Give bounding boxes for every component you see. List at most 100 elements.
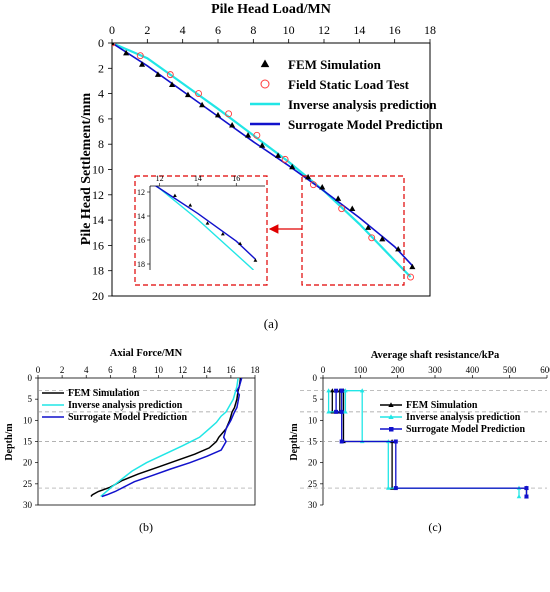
panel-c-xtick-label: 200 [391, 365, 405, 375]
legend-label-1: Field Static Load Test [288, 77, 410, 92]
inset-ytick-label: 16 [137, 236, 145, 245]
panel-b-xtick-label: 16 [226, 365, 236, 375]
panel-a-zoom-region [302, 176, 404, 285]
panel-b-ytick-label: 5 [28, 394, 33, 404]
panel-a-xtick-label: 10 [283, 23, 295, 37]
panel-b-legend-label-0: FEM Simulation [68, 388, 140, 399]
panel-a-xtick-label: 6 [215, 23, 221, 37]
panel-a-title: Pile Head Load/MN [211, 2, 331, 17]
inset-xtick-label: 12 [156, 174, 164, 183]
legend-label-3: Surrogate Model Prediction [288, 117, 444, 132]
panel-a: Pile Head Load/MN 0 2 4 6 8 10 12 14 16 18 0 2 4 6 8 1… [0, 2, 444, 331]
panel-b-xtick-label: 6 [108, 365, 113, 375]
panel-b-caption: (b) [139, 520, 153, 534]
panel-a-inset-frame-box [135, 176, 267, 285]
panel-c-legend-label-0: FEM Simulation [406, 400, 478, 411]
panel-c-xtick-label: 600 [540, 365, 550, 375]
panel-c-ytick-label: 20 [308, 458, 318, 468]
panel-c-inverse-point [517, 494, 522, 498]
inset-ytick-label: 18 [137, 260, 145, 269]
panel-b-xticks: 0 2 4 6 8 10 12 14 16 18 [36, 365, 260, 378]
panel-a-fem-point [349, 206, 355, 211]
panel-c-legend-marker-2 [389, 427, 394, 432]
panel-a-ytick-label: 6 [98, 112, 104, 126]
panel-c-surrogate-point [334, 410, 338, 414]
panel-c-surrogate-point [340, 410, 344, 414]
panel-b-xtick-label: 18 [251, 365, 261, 375]
panel-c-surrogate-point [524, 495, 528, 499]
inset-surrogate-line [0, 48, 255, 259]
panel-b-xtick-label: 4 [84, 365, 89, 375]
panel-c-ytick-label: 30 [308, 500, 318, 510]
panel-b: Axial Force/MN 0 2 4 6 8 10 12 14 16 18 0 5 10 15 20 2… [4, 348, 260, 534]
panel-c-xtick-label: 500 [503, 365, 517, 375]
legend-field-symbol [261, 80, 269, 88]
panel-b-ytick-label: 15 [23, 437, 33, 447]
panel-a-xticks: 0 2 4 6 8 10 12 14 16 18 [109, 23, 436, 43]
panel-b-xtick-label: 8 [132, 365, 137, 375]
panel-b-legend: FEM SimulationInverse analysis predictio… [42, 388, 187, 423]
panel-b-xtick-label: 14 [202, 365, 212, 375]
panel-c-xticks: 0 100 200 300 400 500 600 [321, 365, 550, 378]
panel-b-xtick-label: 12 [178, 365, 187, 375]
panel-b-xtick-label: 2 [60, 365, 65, 375]
panel-c-surrogate-point [340, 389, 344, 393]
panel-a-xtick-label: 14 [353, 23, 365, 37]
panel-c-surrogate-point [340, 440, 344, 444]
panel-b-ytick-label: 25 [23, 479, 33, 489]
legend-fem-symbol [261, 60, 270, 68]
legend-label-2: Inverse analysis prediction [288, 97, 437, 112]
panel-a-ytick-label: 8 [98, 137, 104, 151]
panel-a-xtick-label: 4 [180, 23, 186, 37]
panel-a-ytick-label: 0 [98, 36, 104, 50]
panel-c-surrogate-point [334, 389, 338, 393]
panel-a-legend: FEM Simulation Field Static Load Test Inve… [250, 57, 444, 132]
panel-b-ytick-label: 20 [23, 458, 33, 468]
panel-b-legend-label-1: Inverse analysis prediction [68, 400, 183, 411]
panel-b-ytick-label: 30 [23, 500, 33, 510]
panel-a-ytick-label: 20 [92, 289, 104, 303]
panel-b-xtick-label: 0 [36, 365, 41, 375]
panel-c: Average shaft resistance/kPa 0 100 200 300 4… [289, 350, 550, 534]
panel-c-fem-point [330, 388, 335, 392]
panel-a-ylabel: Pile Head Settlement/mm [79, 92, 94, 245]
inset-ytick-label: 12 [137, 188, 145, 197]
panel-b-ylabel: Depth/m [4, 423, 15, 461]
panel-c-ytick-label: 10 [308, 415, 318, 425]
panel-a-ytick-label: 18 [92, 264, 104, 278]
panel-a-xtick-label: 18 [424, 23, 436, 37]
panel-b-title: Axial Force/MN [110, 348, 183, 359]
panel-c-xtick-label: 0 [321, 365, 326, 375]
panel-c-ytick-label: 5 [313, 394, 318, 404]
panel-c-ytick-label: 25 [308, 479, 318, 489]
inset-ytick-label: 14 [137, 212, 145, 221]
panel-c-legend-label-1: Inverse analysis prediction [406, 412, 521, 423]
panel-c-legend-label-2: Surrogate Model Prediction [406, 424, 525, 435]
panel-a-xtick-label: 16 [389, 23, 401, 37]
panel-a-fem-point [335, 195, 341, 200]
panel-b-ytick-label: 10 [23, 415, 33, 425]
panel-a-ytick-label: 2 [98, 61, 104, 75]
panel-c-xtick-label: 100 [354, 365, 368, 375]
panel-c-surrogate-point [394, 440, 398, 444]
panel-a-caption: (a) [264, 316, 278, 331]
panel-a-xtick-label: 0 [109, 23, 115, 37]
panel-c-surrogate-point [524, 486, 528, 490]
panel-c-title: Average shaft resistance/kPa [371, 350, 500, 361]
panel-c-xtick-label: 300 [428, 365, 442, 375]
panel-c-caption: (c) [428, 520, 441, 534]
panel-a-ytick-label: 4 [98, 87, 104, 101]
panel-b-ytick-label: 0 [28, 373, 33, 383]
panel-c-surrogate-point [394, 486, 398, 490]
inset-xtick-label: 14 [194, 174, 202, 183]
panel-b-legend-label-2: Surrogate Model Prediction [68, 412, 187, 423]
panel-c-inverse-point [326, 388, 331, 392]
legend-label-0: FEM Simulation [288, 57, 382, 72]
panel-b-yticks: 0 5 10 15 20 25 30 [23, 373, 38, 510]
panel-a-xtick-label: 8 [250, 23, 256, 37]
panel-c-ylabel: Depth/m [289, 423, 300, 461]
panel-c-xtick-label: 400 [466, 365, 480, 375]
panel-c-ytick-label: 0 [313, 373, 318, 383]
